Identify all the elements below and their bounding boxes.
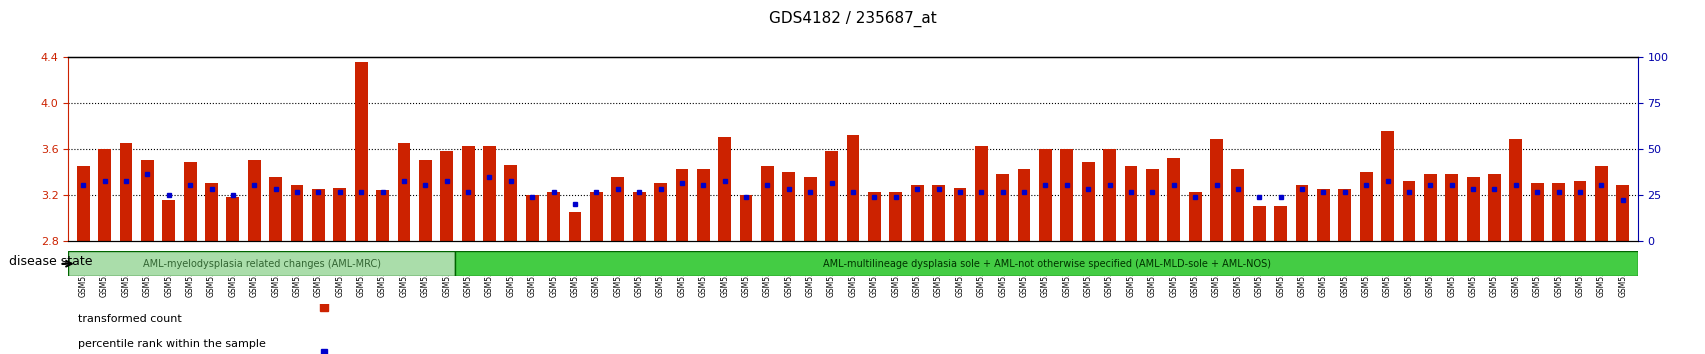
Bar [825,151,837,241]
Bar [1594,166,1606,241]
Bar [1146,170,1158,241]
Bar [1381,131,1393,241]
Bar [1338,189,1350,241]
Bar [99,149,111,241]
Bar [119,143,133,241]
Bar [653,183,667,241]
Bar [718,137,731,241]
Bar [633,192,644,241]
Bar [1359,172,1373,241]
Bar [1103,149,1115,241]
Text: disease state: disease state [9,256,92,268]
Bar [697,170,709,241]
Bar [1316,189,1330,241]
Bar [1061,149,1072,241]
Bar [1529,183,1543,241]
Bar [910,185,922,241]
Bar [974,147,987,241]
Bar [1572,181,1586,241]
Bar [419,160,431,241]
Bar [1552,183,1563,241]
Bar [1424,174,1436,241]
Text: transformed count: transformed count [78,314,182,324]
Text: percentile rank within the sample: percentile rank within the sample [78,339,266,349]
Bar [1274,206,1286,241]
Bar [996,174,1008,241]
Bar [247,160,261,241]
Text: GDS4182 / 235687_at: GDS4182 / 235687_at [769,11,936,27]
FancyBboxPatch shape [68,251,455,276]
Bar [525,195,539,241]
Bar [675,170,687,241]
Bar [868,192,880,241]
Bar [440,151,454,241]
Bar [1444,174,1458,241]
Bar [1402,181,1415,241]
Bar [162,200,176,241]
Bar [610,177,624,241]
Bar [312,189,324,241]
Bar [846,135,859,241]
Bar [568,212,581,241]
Bar [953,188,965,241]
Bar [269,177,281,241]
Text: AML-myelodysplasia related changes (AML-MRC): AML-myelodysplasia related changes (AML-… [143,259,380,269]
Bar [227,197,239,241]
Bar [931,185,945,241]
Bar [1615,185,1628,241]
Bar [483,147,496,241]
FancyBboxPatch shape [455,251,1637,276]
Bar [332,188,346,241]
Bar [397,143,411,241]
Bar [205,183,218,241]
Bar [1124,166,1137,241]
Bar [184,162,196,241]
Bar [760,166,774,241]
Bar [1466,177,1478,241]
Bar [803,177,817,241]
Bar [783,172,795,241]
Bar [1294,185,1308,241]
Bar [375,190,389,241]
Bar [1018,170,1030,241]
Bar [740,195,752,241]
Bar [1487,174,1500,241]
Bar [1251,206,1265,241]
Bar [1231,170,1243,241]
Bar [505,165,517,241]
Bar [1166,158,1180,241]
Bar [1509,139,1521,241]
Bar [355,62,367,241]
Bar [77,166,90,241]
Bar [1188,192,1200,241]
Bar [590,192,602,241]
Bar [462,147,474,241]
Bar [142,160,153,241]
Bar [1038,149,1052,241]
Bar [290,185,303,241]
Bar [888,192,902,241]
Bar [547,192,559,241]
Bar [1209,139,1222,241]
Bar [1081,162,1095,241]
Text: AML-multilineage dysplasia sole + AML-not otherwise specified (AML-MLD-sole + AM: AML-multilineage dysplasia sole + AML-no… [822,259,1270,269]
